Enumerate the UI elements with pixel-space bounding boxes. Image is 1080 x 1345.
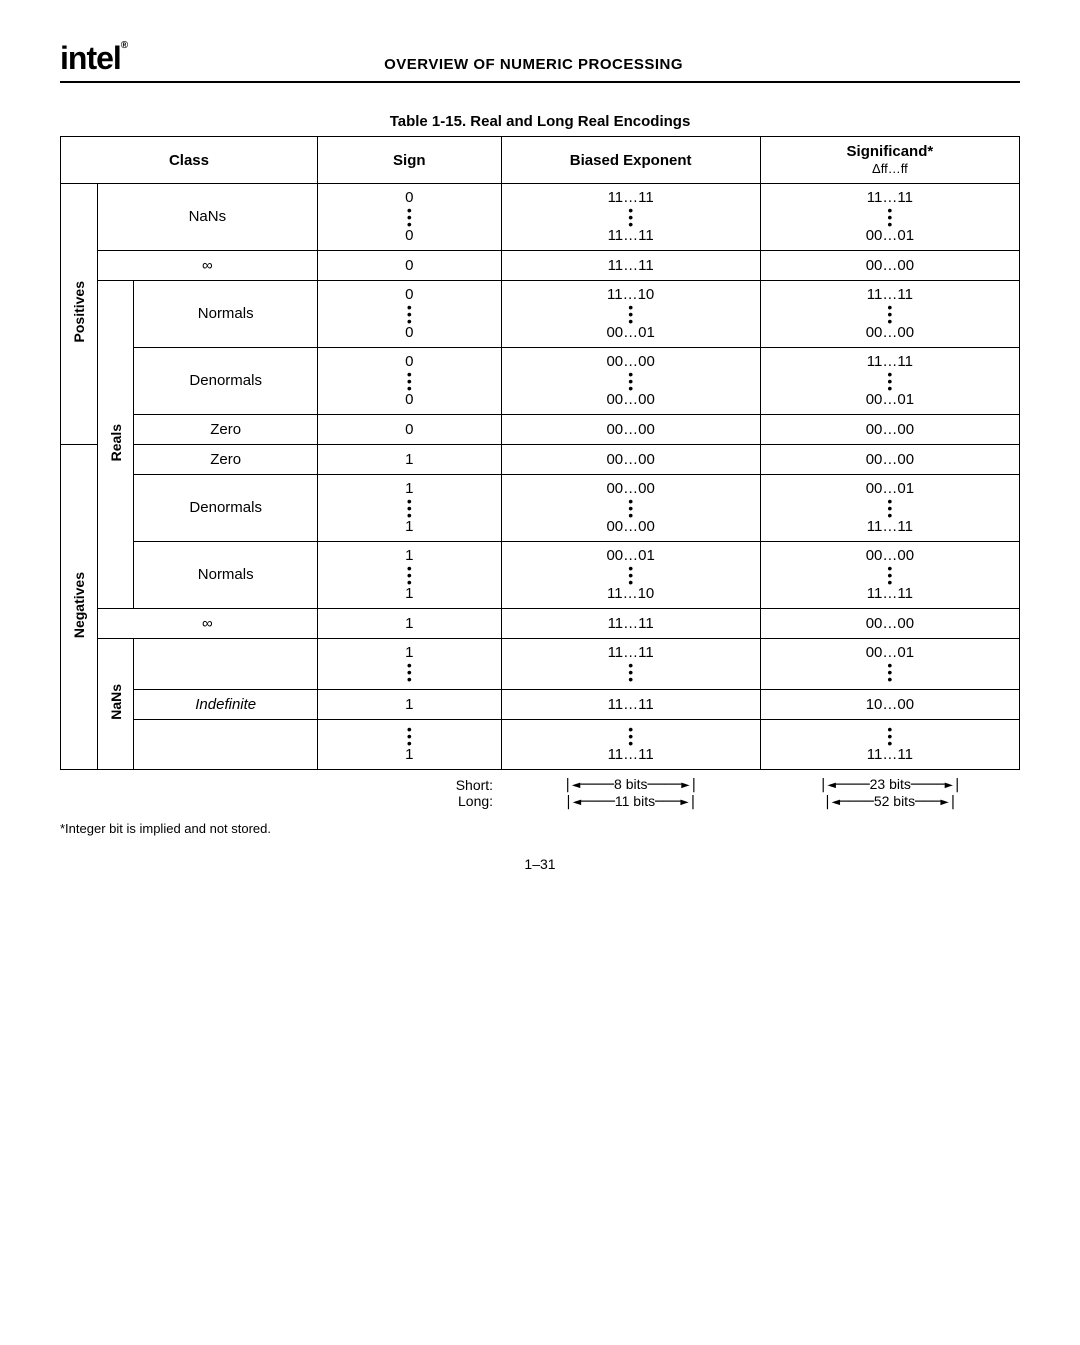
chapter-title: OVERVIEW OF NUMERIC PROCESSING [127,56,940,73]
cell-label: Zero [134,415,318,445]
table-row: Positives NaNs 0•••0 11…11•••11…11 11…11… [61,184,1020,251]
cell-label: NaNs [97,184,317,251]
footnote: *Integer bit is implied and not stored. [60,821,1020,836]
cell-label: Zero [134,445,318,475]
arrow-icon: |◄──── [563,777,614,793]
cell-exp: 11…11 [501,689,760,719]
cell-sig: 00…00•••11…11 [760,542,1019,609]
cell-sig: 11…11•••00…01 [760,348,1019,415]
cell-sig: 11…11•••00…01 [760,184,1019,251]
col-sig-title: Significand* [847,143,934,160]
cell-exp: 11…11 [501,609,760,639]
bit-width-legend: Short: Long: |◄──── 8 bits ────►| |◄────… [60,772,1020,811]
cell-sign: 0•••0 [317,348,501,415]
table-row: ∞ 0 11…11 00…00 [61,251,1020,281]
cell-exp: 00…00•••00…00 [501,475,760,542]
cell-sign: 1••• [317,639,501,690]
cell-label: Denormals [134,348,318,415]
cell-sign: 1 [317,445,501,475]
table-row: NaNs 1••• 11…11••• 00…01••• [61,639,1020,690]
table-row: Normals 1•••1 00…01•••11…10 00…00•••11…1… [61,542,1020,609]
table-row: Zero 0 00…00 00…00 [61,415,1020,445]
cell-sign: 1•••1 [317,542,501,609]
cell-exp: 11…11••• [501,639,760,690]
cell-label: Denormals [134,475,318,542]
cell-exp: 11…11 [501,251,760,281]
cell-label [134,639,318,690]
table-caption: Table 1-15. Real and Long Real Encodings [60,113,1020,130]
cell-sign: 1•••1 [317,475,501,542]
cell-sig: 00…00 [760,251,1019,281]
vlabel-negatives: Negatives [61,445,98,770]
cell-sig: 00…01•••11…11 [760,475,1019,542]
cell-exp: •••11…11 [501,719,760,770]
logo-text: intel [60,40,121,76]
cell-sign: 0•••0 [317,281,501,348]
table-row: Short: Long: |◄──── 8 bits ────►| |◄────… [60,772,1020,811]
table-row: ∞ 1 11…11 00…00 [61,609,1020,639]
table-row: Reals Normals 0•••0 11…10•••00…01 11…11•… [61,281,1020,348]
cell-sign: 1 [317,689,501,719]
cell-label: ∞ [97,251,317,281]
cell-exp: 00…00 [501,415,760,445]
cell-label: Indefinite [134,689,318,719]
vlabel-positives: Positives [61,184,98,445]
arrow-icon: |◄──── [823,794,874,810]
cell-sign: 0 [317,251,501,281]
table-row: Negatives Zero 1 00…00 00…00 [61,445,1020,475]
bits-long-sig: 52 bits [874,793,915,809]
cell-exp: 00…00•••00…00 [501,348,760,415]
cell-label [134,719,318,770]
bits-long-exp: 11 bits [615,793,655,809]
cell-sig: 11…11•••00…00 [760,281,1019,348]
cell-sig: 00…00 [760,415,1019,445]
page-header: intel® OVERVIEW OF NUMERIC PROCESSING [60,40,1020,83]
arrow-icon: |◄──── [564,794,615,810]
cell-sig: 00…01••• [760,639,1019,690]
cell-label: Normals [134,542,318,609]
cell-exp: 00…00 [501,445,760,475]
cell-sign: 1 [317,609,501,639]
cell-sign: •••1 [317,719,501,770]
encoding-table: Class Sign Biased Exponent Significand* … [60,136,1020,770]
intel-logo: intel® [60,40,127,77]
cell-exp: 11…11•••11…11 [501,184,760,251]
cell-sign: 0•••0 [317,184,501,251]
cell-sig: •••11…11 [760,719,1019,770]
cell-sig: 00…00 [760,609,1019,639]
table-row: •••1 •••11…11 •••11…11 [61,719,1020,770]
cell-exp: 11…10•••00…01 [501,281,760,348]
arrow-icon: |◄──── [819,777,870,793]
cell-sig: 10…00 [760,689,1019,719]
table-row: Denormals 0•••0 00…00•••00…00 11…11•••00… [61,348,1020,415]
cell-label: Normals [134,281,318,348]
col-sign: Sign [317,137,501,184]
bits-short-label: Short: [456,777,493,793]
cell-sign: 0 [317,415,501,445]
cell-label: ∞ [97,609,317,639]
bits-long-label: Long: [458,793,493,809]
col-sig: Significand* Δff…ff [760,137,1019,184]
logo-reg: ® [121,40,127,51]
col-class: Class [61,137,318,184]
vlabel-nans: NaNs [97,639,134,770]
vlabel-reals: Reals [97,281,134,609]
col-sig-sub: Δff…ff [872,161,908,176]
table-row: Indefinite 1 11…11 10…00 [61,689,1020,719]
bits-short-sig: 23 bits [870,776,911,792]
cell-sig: 00…00 [760,445,1019,475]
cell-exp: 00…01•••11…10 [501,542,760,609]
bits-short-exp: 8 bits [614,776,647,792]
page-number: 1–31 [60,856,1020,872]
col-exp: Biased Exponent [501,137,760,184]
table-header-row: Class Sign Biased Exponent Significand* … [61,137,1020,184]
table-row: Denormals 1•••1 00…00•••00…00 00…01•••11… [61,475,1020,542]
